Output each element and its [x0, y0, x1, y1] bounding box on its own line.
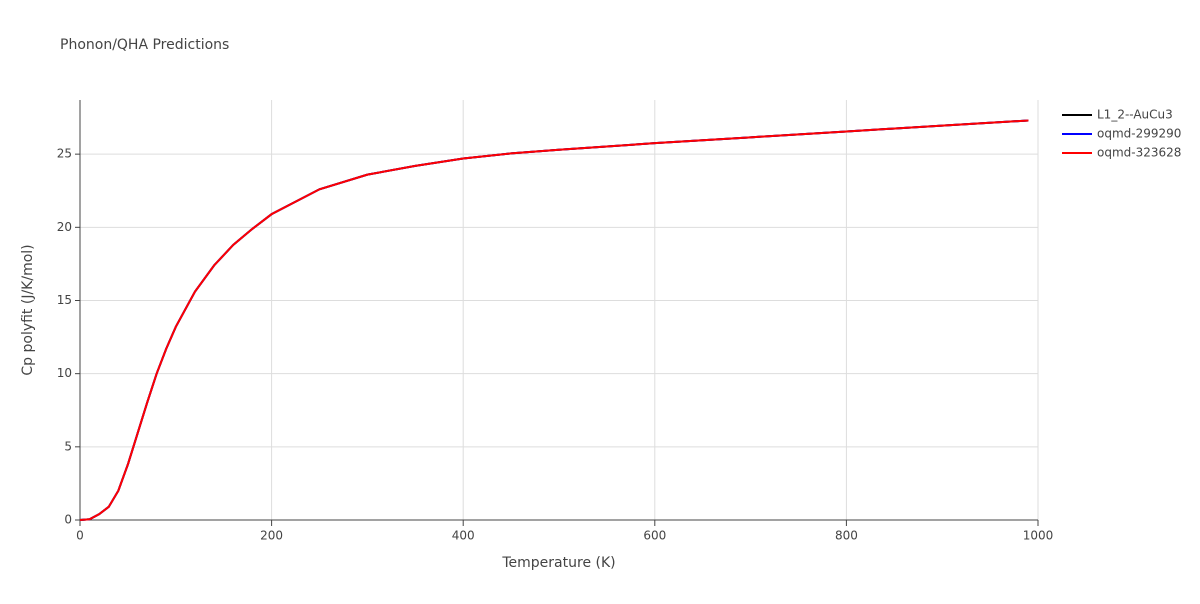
x-tick-label: 0 [76, 529, 84, 543]
y-tick-label: 20 [57, 220, 72, 234]
legend-label: oqmd-323628 [1097, 146, 1181, 160]
y-tick-label: 15 [57, 293, 72, 307]
x-tick-label: 600 [643, 529, 666, 543]
y-tick-label: 25 [57, 147, 72, 161]
legend-label: oqmd-299290 [1097, 127, 1181, 141]
chart-title: Phonon/QHA Predictions [60, 37, 229, 53]
series-line [79, 119, 1029, 521]
x-tick-label: 400 [452, 529, 475, 543]
legend-label: L1_2--AuCu3 [1097, 108, 1173, 122]
y-tick-label: 5 [64, 439, 72, 453]
x-axis-label: Temperature (K) [501, 555, 615, 571]
x-tick-label: 1000 [1023, 529, 1054, 543]
y-tick-label: 10 [57, 366, 72, 380]
y-axis-label: Cp polyfit (J/K/mol) [20, 244, 36, 375]
x-tick-label: 800 [835, 529, 858, 543]
series-line [79, 119, 1029, 521]
y-tick-label: 0 [64, 513, 72, 527]
series-line [79, 119, 1029, 521]
x-tick-label: 200 [260, 529, 283, 543]
